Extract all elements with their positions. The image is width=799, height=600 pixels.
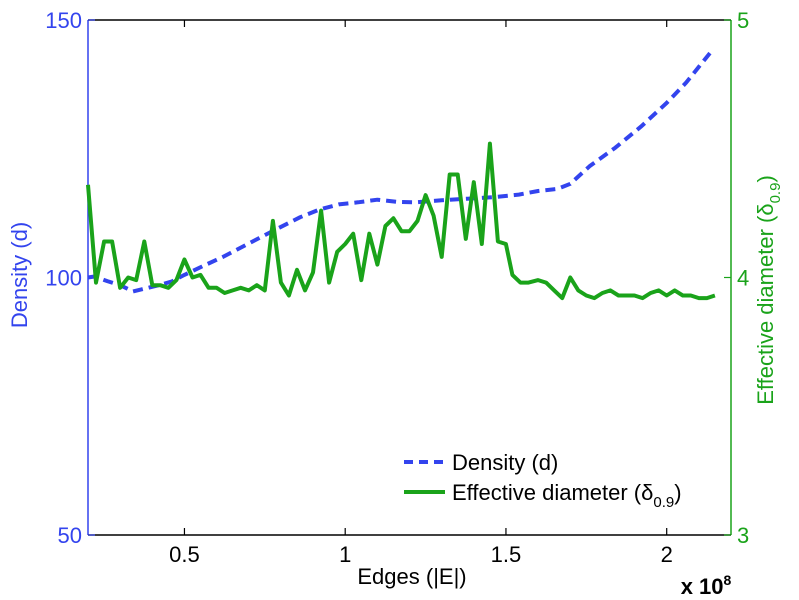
left-y-tick-label: 50 [58,523,82,548]
x-tick-label: 2 [661,542,673,567]
x-axis-multiplier: x 108 [681,572,732,599]
left-y-tick-label: 100 [45,266,82,291]
effective-diameter-series-line [86,141,716,301]
legend-label-effective-diameter-subscript: 0.9 [653,494,674,511]
right-y-axis-title-end: ) [753,175,778,182]
legend-label-density: Density (d) [452,450,558,475]
right-y-tick-label: 5 [737,8,749,33]
left-y-axis-title: Density (d) [7,222,32,328]
right-y-tick-label: 3 [737,523,749,548]
x-tick-label: 1 [339,542,351,567]
legend-label-effective-diameter-main: Effective diameter (δ [452,480,653,505]
right-y-axis-title-subscript: 0.9 [767,183,784,204]
tick-layer: 0.5 1 1.5 2 50 100 150 3 4 5 [45,8,749,567]
x-multiplier-base: x 10 [681,574,724,599]
right-y-axis-title-main: Effective diameter (δ [753,203,778,404]
x-tick-label: 1.5 [491,542,522,567]
right-y-axis-title: Effective diameter (δ0.9) [753,175,784,405]
x-axis-title: Edges (|E|) [357,564,466,589]
legend: Density (d) Effective diameter (δ0.9) [404,450,682,511]
series-layer [86,49,716,301]
legend-label-effective-diameter: Effective diameter (δ0.9) [452,480,682,511]
left-y-tick-label: 150 [45,8,82,33]
right-y-tick-label: 4 [737,266,749,291]
density-series-line [87,49,714,294]
legend-label-effective-diameter-end: ) [674,480,681,505]
x-multiplier-exponent: 8 [724,572,732,588]
x-tick-label: 0.5 [169,542,200,567]
